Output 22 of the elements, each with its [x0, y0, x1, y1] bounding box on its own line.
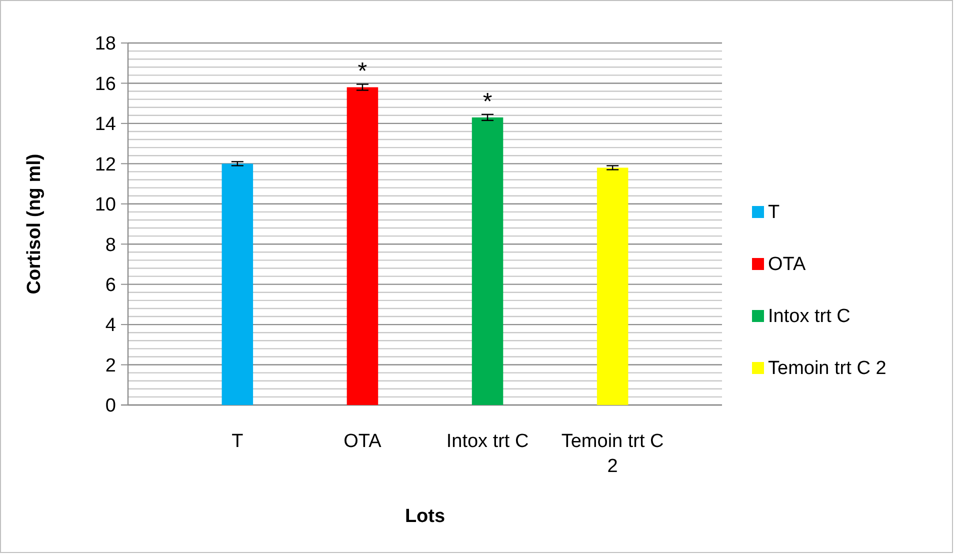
- legend-label: T: [768, 202, 780, 223]
- y-tick-label: 8: [105, 234, 116, 256]
- y-tick-label: 12: [94, 154, 116, 176]
- x-tick-label: T: [232, 431, 244, 452]
- annotation: *: [358, 58, 368, 86]
- y-tick-label: 6: [105, 274, 116, 296]
- y-tick-label: 14: [94, 114, 116, 136]
- y-axis-title: Cortisol (ng ml): [24, 154, 45, 294]
- legend-label: Intox trt C: [768, 306, 850, 327]
- annotation: *: [482, 88, 492, 116]
- y-tick-label: 2: [105, 355, 116, 376]
- x-axis-title: Lots: [404, 506, 446, 527]
- y-tick-label: 4: [105, 315, 116, 336]
- y-tick-label: 10: [94, 194, 116, 216]
- x-tick-label: Temoin trt C 2: [561, 431, 664, 477]
- legend-label: Temoin trt C 2: [768, 358, 886, 379]
- y-tick-label: 0: [105, 396, 116, 417]
- x-tick-label: OTA: [344, 431, 382, 452]
- x-tick-label: Intox trt C: [446, 431, 529, 452]
- legend-label: OTA: [768, 254, 806, 275]
- y-tick-label: 18: [94, 34, 116, 55]
- y-tick-label: 16: [94, 74, 116, 95]
